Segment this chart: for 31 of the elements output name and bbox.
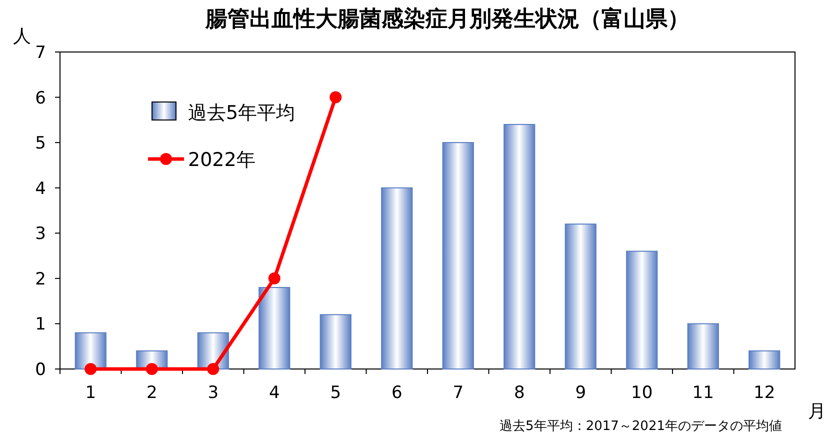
x-tick-label: 10: [631, 383, 653, 403]
x-tick-label: 11: [692, 383, 714, 403]
point: [207, 363, 220, 375]
text: 過去5年平均：2017～2021年のデータの平均値: [500, 419, 782, 434]
y-tick-label: 3: [35, 224, 46, 244]
x-tick-label: 7: [452, 383, 464, 403]
chart-title: 腸管出血性大腸菌感染症月別発生状況（富山県）: [204, 6, 690, 32]
y-tick-label: 1: [35, 314, 46, 335]
y-tick-label: 2: [35, 269, 46, 290]
point: [146, 363, 158, 375]
x-tick-label: 8: [514, 383, 525, 403]
point: [84, 363, 97, 375]
x-tick-label: 6: [391, 383, 402, 403]
y-tick-label: 4: [35, 178, 46, 199]
x-tick-label: 2: [146, 383, 158, 403]
x-tick-label: 9: [575, 383, 586, 403]
y-axis-title: 人: [13, 26, 31, 47]
y-tick-label: 0: [35, 360, 46, 380]
x-tick-label: 3: [208, 383, 219, 403]
x-axis-title: 月: [808, 401, 826, 422]
x-tick-label: 12: [754, 383, 776, 403]
x-tick-label: 4: [268, 383, 280, 403]
point: [268, 272, 280, 284]
y-tick-label: 5: [35, 134, 46, 154]
x-tick-label: 5: [330, 383, 342, 403]
y-tick-label: 7: [35, 43, 46, 63]
point: [330, 91, 342, 104]
y-tick-label: 6: [35, 88, 46, 108]
x-tick-label: 1: [85, 383, 96, 403]
legend-label: 2022年: [188, 149, 256, 171]
legend-label: 過去5年平均: [188, 102, 296, 124]
